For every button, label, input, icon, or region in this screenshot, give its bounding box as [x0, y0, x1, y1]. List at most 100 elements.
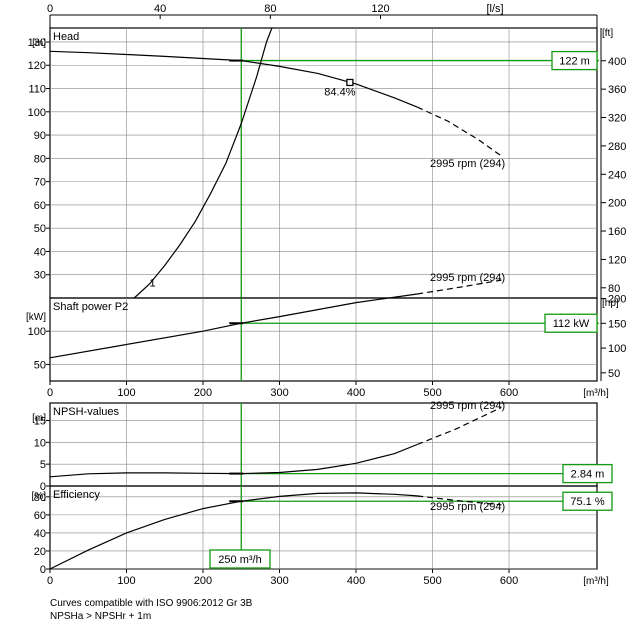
efficiency-left-tick-label: 0 — [40, 564, 46, 576]
power-frame — [49, 297, 598, 382]
head-right-tick-label: 320 — [608, 113, 626, 125]
top-axis-tick-label: 40 — [154, 3, 166, 15]
efficiency-panel-x-tick-label: 200 — [194, 575, 212, 587]
efficiency-panel-x-tick-label: 600 — [500, 575, 518, 587]
power-panel-x-tick-label: 0 — [47, 387, 53, 399]
head-left-tick-label: 30 — [34, 270, 46, 282]
head-right-tick-label: 200 — [608, 198, 626, 210]
duty-flow-label: 250 m³/h — [218, 554, 261, 566]
head-frame — [49, 27, 598, 299]
power-right-tick-label: 200 — [608, 294, 626, 306]
power-panel-x-tick-label: 100 — [117, 387, 135, 399]
efficiency-panel-x-tick-label: 500 — [423, 575, 441, 587]
head-right-unit: [ft] — [602, 28, 613, 39]
efficiency-series-0-dashed — [417, 495, 502, 506]
efficiency-value-text: 75.1 % — [570, 496, 604, 508]
head-panel — [46, 27, 606, 299]
power-panel-x-tick-label: 600 — [500, 387, 518, 399]
power-right-tick-label: 100 — [608, 343, 626, 355]
npsh-left-unit: [m] — [32, 413, 46, 424]
note-iso: Curves compatible with ISO 9906:2012 Gr … — [50, 598, 253, 609]
head-curve-label: 2995 rpm (294) — [430, 158, 505, 170]
power-title: Shaft power P2 — [53, 301, 128, 313]
efficiency-left-unit: [%] — [32, 491, 47, 502]
npsh-title: NPSH-values — [53, 406, 120, 418]
efficiency-left-tick-label: 40 — [34, 528, 46, 540]
top-axis-tick-label: 80 — [264, 3, 276, 15]
head-title: Head — [53, 31, 79, 43]
head-right-tick-label: 280 — [608, 141, 626, 153]
power-left-tick-label: 100 — [28, 326, 46, 338]
power-panel-x-tick-label: 300 — [270, 387, 288, 399]
power-panel-x-tick-label: 400 — [347, 387, 365, 399]
npsh-series-0-dashed — [416, 406, 502, 446]
head-left-tick-label: 50 — [34, 223, 46, 235]
efficiency-series-0-solid — [49, 492, 418, 570]
power-left-tick-label: 50 — [34, 359, 46, 371]
npsh-left-tick-label: 0 — [40, 481, 46, 493]
power-panel — [46, 279, 606, 382]
power-value-text: 112 kW — [553, 318, 590, 330]
npsh-value-text: 2.84 m — [571, 469, 605, 481]
npsh-value-box — [562, 463, 613, 484]
npsh-series-0-solid — [49, 443, 418, 478]
efficiency-curve-label: 2995 rpm (294) — [430, 501, 505, 513]
efficiency-panel-x-tick-label: 300 — [270, 575, 288, 587]
head-left-tick-label: 40 — [34, 246, 46, 258]
power-curve-label: 2995 rpm (294) — [430, 272, 505, 284]
power-panel-x-unit: [m³/h] — [583, 388, 609, 399]
power-series-0-dashed — [417, 279, 502, 295]
head-series-0-solid — [49, 50, 418, 108]
power-right-unit: [hp] — [602, 298, 619, 309]
head-left-tick-label: 130 — [28, 37, 46, 49]
top-axis-unit: [l/s] — [486, 3, 503, 15]
head-series-label: 1 — [149, 277, 155, 289]
head-left-tick-label: 90 — [34, 130, 46, 142]
head-left-tick-label: 80 — [34, 153, 46, 165]
head-left-tick-label: 70 — [34, 177, 46, 189]
top-axis-tick-label: 120 — [371, 3, 389, 15]
chart-notes: Curves compatible with ISO 9906:2012 Gr … — [50, 597, 252, 623]
head-left-unit: [m] — [32, 38, 46, 49]
efficiency-panel-x-tick-label: 400 — [347, 575, 365, 587]
efficiency-panel-x-tick-label: 0 — [47, 575, 53, 587]
efficiency-left-tick-label: 60 — [34, 510, 46, 522]
head-left-tick-label: 60 — [34, 200, 46, 212]
head-series-0-dashed — [416, 106, 502, 157]
head-right-tick-label: 400 — [608, 56, 626, 68]
npsh-curve-label: 2995 rpm (294) — [430, 400, 505, 412]
head-right-tick-label: 120 — [608, 254, 626, 266]
efficiency-panel-x-unit: [m³/h] — [583, 576, 609, 587]
head-bep-marker — [346, 78, 354, 87]
note-npsh: NPSHa > NPSHr + 1m — [50, 611, 152, 622]
npsh-left-tick-label: 5 — [40, 459, 46, 471]
head-bep-label: 84.4% — [324, 86, 355, 98]
efficiency-panel-x-tick-label: 100 — [117, 575, 135, 587]
head-right-tick-label: 80 — [608, 283, 620, 295]
head-left-tick-label: 110 — [28, 84, 46, 96]
efficiency-title: Efficiency — [53, 489, 100, 501]
head-left-tick-label: 120 — [28, 60, 46, 72]
power-panel-x-tick-label: 200 — [194, 387, 212, 399]
head-right-tick-label: 360 — [608, 84, 626, 96]
npsh-left-tick-label: 15 — [34, 415, 46, 427]
head-right-tick-label: 160 — [608, 226, 626, 238]
head-series-1-solid — [133, 27, 273, 299]
npsh-left-tick-label: 10 — [34, 437, 46, 449]
power-left-unit: [kW] — [26, 312, 46, 323]
head-value-box — [551, 50, 598, 71]
power-right-tick-label: 150 — [608, 318, 626, 330]
efficiency-panel — [46, 485, 613, 570]
head-right-tick-label: 240 — [608, 169, 626, 181]
npsh-panel — [46, 402, 613, 487]
head-left-tick-label: 100 — [28, 107, 46, 119]
efficiency-frame — [49, 485, 598, 570]
power-series-0-solid — [49, 293, 418, 359]
efficiency-left-tick-label: 20 — [34, 546, 46, 558]
head-value-text: 122 m — [559, 56, 590, 68]
top-axis-tick-label: 0 — [47, 3, 53, 15]
power-panel-x-tick-label: 500 — [423, 387, 441, 399]
efficiency-left-tick-label: 80 — [34, 492, 46, 504]
power-right-tick-label: 50 — [608, 368, 620, 380]
